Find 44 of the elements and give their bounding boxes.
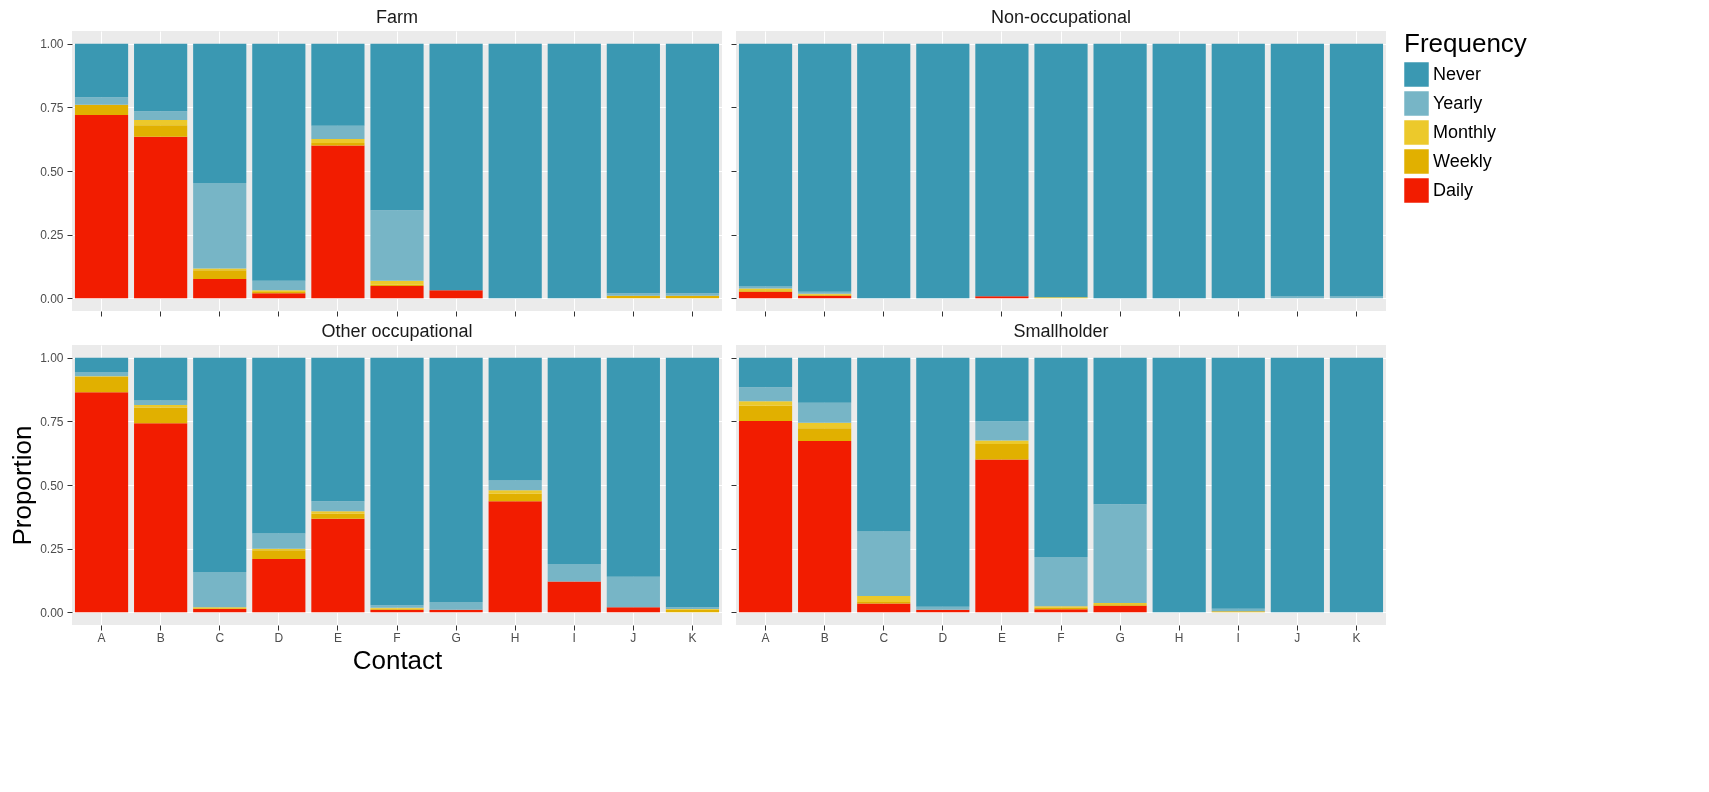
legend-label: Monthly <box>1433 121 1497 142</box>
x-tick-label: I <box>1236 630 1240 645</box>
y-tick-label: 0.50 <box>40 164 64 179</box>
x-tick-label: F <box>393 630 401 645</box>
legend-label: Weekly <box>1433 150 1492 171</box>
x-tick-label: E <box>333 630 342 645</box>
chart-title: Non-occupational <box>990 7 1132 27</box>
chart-title: Other occupational <box>321 321 473 341</box>
chart-title: Smallholder <box>1013 321 1109 341</box>
chart-title: Farm <box>376 7 418 27</box>
x-axis-title: Contact <box>352 644 444 675</box>
x-tick-label: K <box>688 630 697 645</box>
x-tick-label: J <box>630 630 637 645</box>
x-tick-label: E <box>997 630 1006 645</box>
y-tick-label: 0.75 <box>40 414 64 429</box>
x-tick-label: D <box>274 630 284 645</box>
y-tick-label: 0.75 <box>40 100 64 115</box>
x-tick-label: F <box>1057 630 1065 645</box>
y-tick-label: 0.00 <box>40 605 64 620</box>
y-tick-label: 1.00 <box>40 351 64 366</box>
x-tick-label: H <box>1174 630 1184 645</box>
x-tick-label: J <box>1294 630 1301 645</box>
x-tick-label: D <box>938 630 948 645</box>
x-tick-label: H <box>510 630 520 645</box>
legend-label: Daily <box>1433 179 1474 200</box>
x-tick-label: B <box>156 630 165 645</box>
x-tick-label: I <box>572 630 576 645</box>
x-tick-label: C <box>879 630 889 645</box>
y-tick-label: 0.25 <box>40 228 64 243</box>
y-tick-label: 0.50 <box>40 478 64 493</box>
legend-label: Never <box>1433 63 1482 84</box>
x-tick-label: G <box>451 630 461 645</box>
x-tick-label: C <box>215 630 225 645</box>
y-tick-label: 1.00 <box>40 37 64 52</box>
y-tick-label: 0.25 <box>40 542 64 557</box>
y-tick-label: 0.00 <box>40 291 64 306</box>
x-tick-label: A <box>761 630 770 645</box>
x-tick-label: K <box>1352 630 1361 645</box>
legend-title: Frequency <box>1404 28 1527 58</box>
legend-label: Yearly <box>1433 92 1483 113</box>
x-tick-label: B <box>820 630 829 645</box>
x-tick-label: G <box>1115 630 1125 645</box>
y-axis-title: Proportion <box>7 425 38 546</box>
x-tick-label: A <box>97 630 106 645</box>
